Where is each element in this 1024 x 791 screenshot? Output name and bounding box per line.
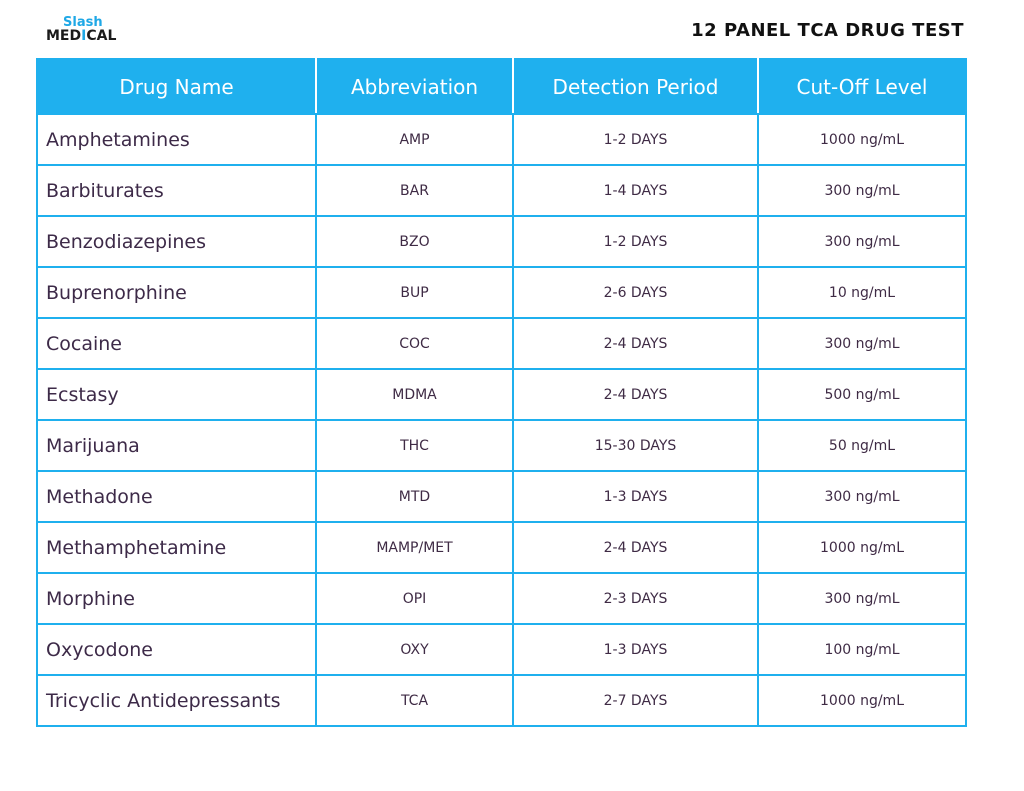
detection-period-cell: 1-4 DAYS — [512, 164, 759, 217]
abbreviation-cell: MTD — [315, 470, 514, 523]
cut-off-level-cell: 50 ng/mL — [757, 419, 967, 472]
table-row: Amphetamines AMP 1-2 DAYS 1000 ng/mL — [36, 113, 967, 166]
cut-off-level-cell: 100 ng/mL — [757, 623, 967, 676]
logo-med: MED — [46, 28, 82, 44]
detection-period-cell: 15-30 DAYS — [512, 419, 759, 472]
detection-period-cell: 2-4 DAYS — [512, 368, 759, 421]
detection-period-cell: 2-4 DAYS — [512, 317, 759, 370]
abbreviation-cell: BAR — [315, 164, 514, 217]
drug-name-cell: Barbiturates — [36, 164, 317, 217]
header-cut-off-level: Cut-Off Level — [757, 58, 967, 115]
abbreviation-cell: MAMP/MET — [315, 521, 514, 574]
page-title: 12 PANEL TCA DRUG TEST — [691, 20, 964, 41]
drug-name-cell: Buprenorphine — [36, 266, 317, 319]
table-row: Methadone MTD 1-3 DAYS 300 ng/mL — [36, 470, 967, 523]
detection-period-cell: 1-3 DAYS — [512, 623, 759, 676]
drug-table: Drug Name Abbreviation Detection Period … — [36, 58, 967, 727]
logo-top-text: Slash — [63, 15, 103, 30]
cut-off-level-cell: 300 ng/mL — [757, 470, 967, 523]
abbreviation-cell: BZO — [315, 215, 514, 268]
drug-name-cell: Benzodiazepines — [36, 215, 317, 268]
cut-off-level-cell: 1000 ng/mL — [757, 113, 967, 166]
cut-off-level-cell: 500 ng/mL — [757, 368, 967, 421]
cut-off-level-cell: 1000 ng/mL — [757, 674, 967, 727]
drug-name-cell: Ecstasy — [36, 368, 317, 421]
table-row: Benzodiazepines BZO 1-2 DAYS 300 ng/mL — [36, 215, 967, 268]
abbreviation-cell: TCA — [315, 674, 514, 727]
header-detection-period: Detection Period — [512, 58, 759, 115]
drug-name-cell: Methamphetamine — [36, 521, 317, 574]
detection-period-cell: 1-3 DAYS — [512, 470, 759, 523]
cut-off-level-cell: 300 ng/mL — [757, 215, 967, 268]
cut-off-level-cell: 300 ng/mL — [757, 572, 967, 625]
table-row: Ecstasy MDMA 2-4 DAYS 500 ng/mL — [36, 368, 967, 421]
table-row: Cocaine COC 2-4 DAYS 300 ng/mL — [36, 317, 967, 370]
cut-off-level-cell: 10 ng/mL — [757, 266, 967, 319]
table-row: Methamphetamine MAMP/MET 2-4 DAYS 1000 ng/m… — [36, 521, 967, 574]
logo-cal: CAL — [86, 28, 117, 44]
table-header-row: Drug Name Abbreviation Detection Period … — [36, 58, 967, 115]
abbreviation-cell: OXY — [315, 623, 514, 676]
table-row: Morphine OPI 2-3 DAYS 300 ng/mL — [36, 572, 967, 625]
cut-off-level-cell: 1000 ng/mL — [757, 521, 967, 574]
drug-name-cell: Marijuana — [36, 419, 317, 472]
header-drug-name: Drug Name — [36, 58, 317, 115]
drug-name-cell: Methadone — [36, 470, 317, 523]
detection-period-cell: 2-7 DAYS — [512, 674, 759, 727]
logo: Slash MEDICAL — [46, 15, 126, 47]
detection-period-cell: 1-2 DAYS — [512, 215, 759, 268]
detection-period-cell: 2-4 DAYS — [512, 521, 759, 574]
abbreviation-cell: AMP — [315, 113, 514, 166]
detection-period-cell: 2-3 DAYS — [512, 572, 759, 625]
detection-period-cell: 2-6 DAYS — [512, 266, 759, 319]
header-abbreviation: Abbreviation — [315, 58, 514, 115]
logo-cross-icon: I — [81, 28, 87, 44]
table-row: Barbiturates BAR 1-4 DAYS 300 ng/mL — [36, 164, 967, 217]
table-row: Marijuana THC 15-30 DAYS 50 ng/mL — [36, 419, 967, 472]
table-row: Tricyclic Antidepressants TCA 2-7 DAYS 1000… — [36, 674, 967, 727]
cut-off-level-cell: 300 ng/mL — [757, 164, 967, 217]
abbreviation-cell: COC — [315, 317, 514, 370]
drug-name-cell: Tricyclic Antidepressants — [36, 674, 317, 727]
drug-name-cell: Morphine — [36, 572, 317, 625]
table-row: Buprenorphine BUP 2-6 DAYS 10 ng/mL — [36, 266, 967, 319]
abbreviation-cell: THC — [315, 419, 514, 472]
drug-name-cell: Amphetamines — [36, 113, 317, 166]
table-row: Oxycodone OXY 1-3 DAYS 100 ng/mL — [36, 623, 967, 676]
abbreviation-cell: MDMA — [315, 368, 514, 421]
abbreviation-cell: BUP — [315, 266, 514, 319]
detection-period-cell: 1-2 DAYS — [512, 113, 759, 166]
cut-off-level-cell: 300 ng/mL — [757, 317, 967, 370]
abbreviation-cell: OPI — [315, 572, 514, 625]
table-body: Amphetamines AMP 1-2 DAYS 1000 ng/mL Barbitu… — [36, 113, 967, 727]
logo-bottom-text: MEDICAL — [46, 28, 116, 44]
drug-name-cell: Cocaine — [36, 317, 317, 370]
drug-name-cell: Oxycodone — [36, 623, 317, 676]
